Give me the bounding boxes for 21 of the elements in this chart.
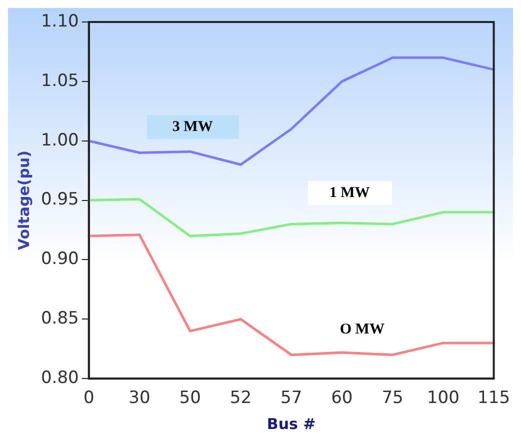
x-tick-label: 60: [331, 388, 353, 408]
x-tick-label: 30: [128, 388, 150, 408]
series-label: 1 MW: [329, 184, 370, 201]
y-axis-title: Voltage(pu): [14, 150, 33, 250]
x-tick-label: 100: [426, 388, 460, 408]
x-tick-label: 115: [478, 388, 510, 408]
x-tick-label: 57: [280, 388, 302, 408]
x-tick-label: 52: [230, 388, 252, 408]
y-tick-label: 1.05: [40, 70, 79, 91]
series-label: O MW: [340, 321, 384, 338]
y-tick-label: 0.95: [40, 190, 79, 210]
x-tick-label: 75: [382, 388, 404, 408]
y-tick-label: 1.10: [40, 11, 79, 32]
y-tick-label: 1.00: [40, 130, 79, 150]
x-axis-title: Bus #: [266, 414, 316, 433]
y-tick-label: 0.80: [40, 368, 79, 388]
y-tick-label: 0.85: [40, 308, 79, 329]
x-tick-label: 0: [83, 388, 94, 408]
x-tick-label: 50: [179, 388, 201, 408]
y-tick-label: 0.90: [40, 249, 79, 270]
series-label: 3 MW: [172, 119, 213, 136]
